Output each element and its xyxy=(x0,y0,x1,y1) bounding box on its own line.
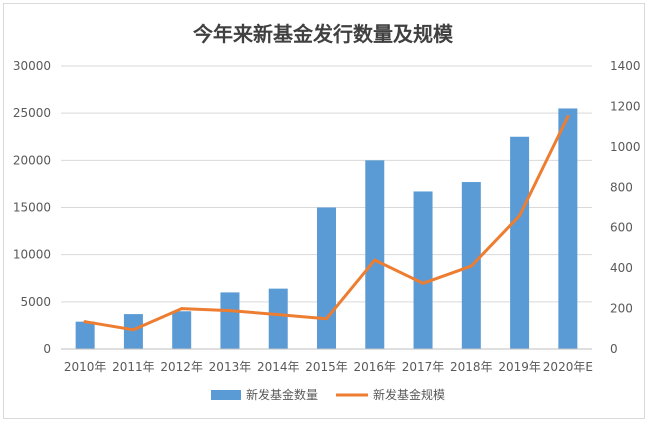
x-tick-label: 2017年 xyxy=(402,360,445,374)
y-left-tick-label: 20000 xyxy=(13,153,51,167)
x-tick-label: 2015年 xyxy=(305,360,348,374)
y-right-tick-label: 0 xyxy=(610,342,618,356)
bar xyxy=(123,314,143,349)
line-point xyxy=(228,309,232,313)
line-point xyxy=(469,264,473,268)
legend-label-line: 新发基金规模 xyxy=(373,387,445,402)
line-point xyxy=(373,258,377,262)
y-left-tick-label: 0 xyxy=(43,342,51,356)
x-tick-label: 2014年 xyxy=(257,360,300,374)
bar xyxy=(558,108,578,349)
y-left-tick-label: 15000 xyxy=(13,201,51,215)
y-left-tick-label: 25000 xyxy=(13,106,51,120)
x-tick-label: 2019年 xyxy=(498,360,541,374)
line-point xyxy=(566,115,570,119)
y-left-tick-label: 30000 xyxy=(13,59,51,73)
bar xyxy=(172,311,192,349)
chart-frame: 今年来新基金发行数量及规模 0 5000 10000 15000 20000 25000 3… xyxy=(3,3,645,419)
bar xyxy=(317,207,336,349)
x-tick-label: 2013年 xyxy=(209,360,252,374)
x-tick-label: 2012年 xyxy=(160,360,203,374)
chart-svg: 今年来新基金发行数量及规模 05000100001500020000250003… xyxy=(13,22,641,402)
bar xyxy=(510,136,530,349)
line-point xyxy=(518,214,522,218)
bar-series xyxy=(75,108,578,349)
y-right-tick-label: 600 xyxy=(610,221,633,235)
y-right-tick-label: 400 xyxy=(610,261,633,275)
y-right-tick-label: 800 xyxy=(610,180,633,194)
legend: 新发基金数量 新发基金规模 xyxy=(211,387,445,402)
y-right-tick-label: 1200 xyxy=(610,99,641,113)
axes: 0 5000 10000 15000 20000 25000 30000 0 200 400 600… xyxy=(13,59,641,374)
chart-title: 今年来新基金发行数量及规模 xyxy=(193,22,454,46)
line-point xyxy=(421,281,425,285)
line-point xyxy=(276,313,280,317)
line-point xyxy=(83,320,87,324)
y-left-tick-label: 5000 xyxy=(20,295,51,309)
line-point xyxy=(180,307,184,311)
bar xyxy=(365,160,385,349)
x-tick-label: 2016年 xyxy=(353,360,396,374)
bar xyxy=(413,191,433,349)
bar xyxy=(75,321,95,349)
x-tick-label: 2018年 xyxy=(450,360,493,374)
legend-swatch-bar xyxy=(211,390,241,400)
y-right-tick-label: 1400 xyxy=(610,59,641,73)
line-point xyxy=(131,328,135,332)
bar xyxy=(268,288,288,349)
y-right-tick-label: 1000 xyxy=(610,140,641,154)
x-tick-label: 2010年 xyxy=(64,360,107,374)
x-tick-label: 2011年 xyxy=(112,360,155,374)
bar xyxy=(220,292,240,349)
line-point xyxy=(325,317,328,321)
y-left-tick-label: 10000 xyxy=(13,248,51,262)
legend-label-bar: 新发基金数量 xyxy=(246,387,318,402)
x-tick-label: 2020年E xyxy=(543,360,593,374)
y-right-tick-label: 200 xyxy=(610,302,633,316)
line-series xyxy=(83,115,570,332)
